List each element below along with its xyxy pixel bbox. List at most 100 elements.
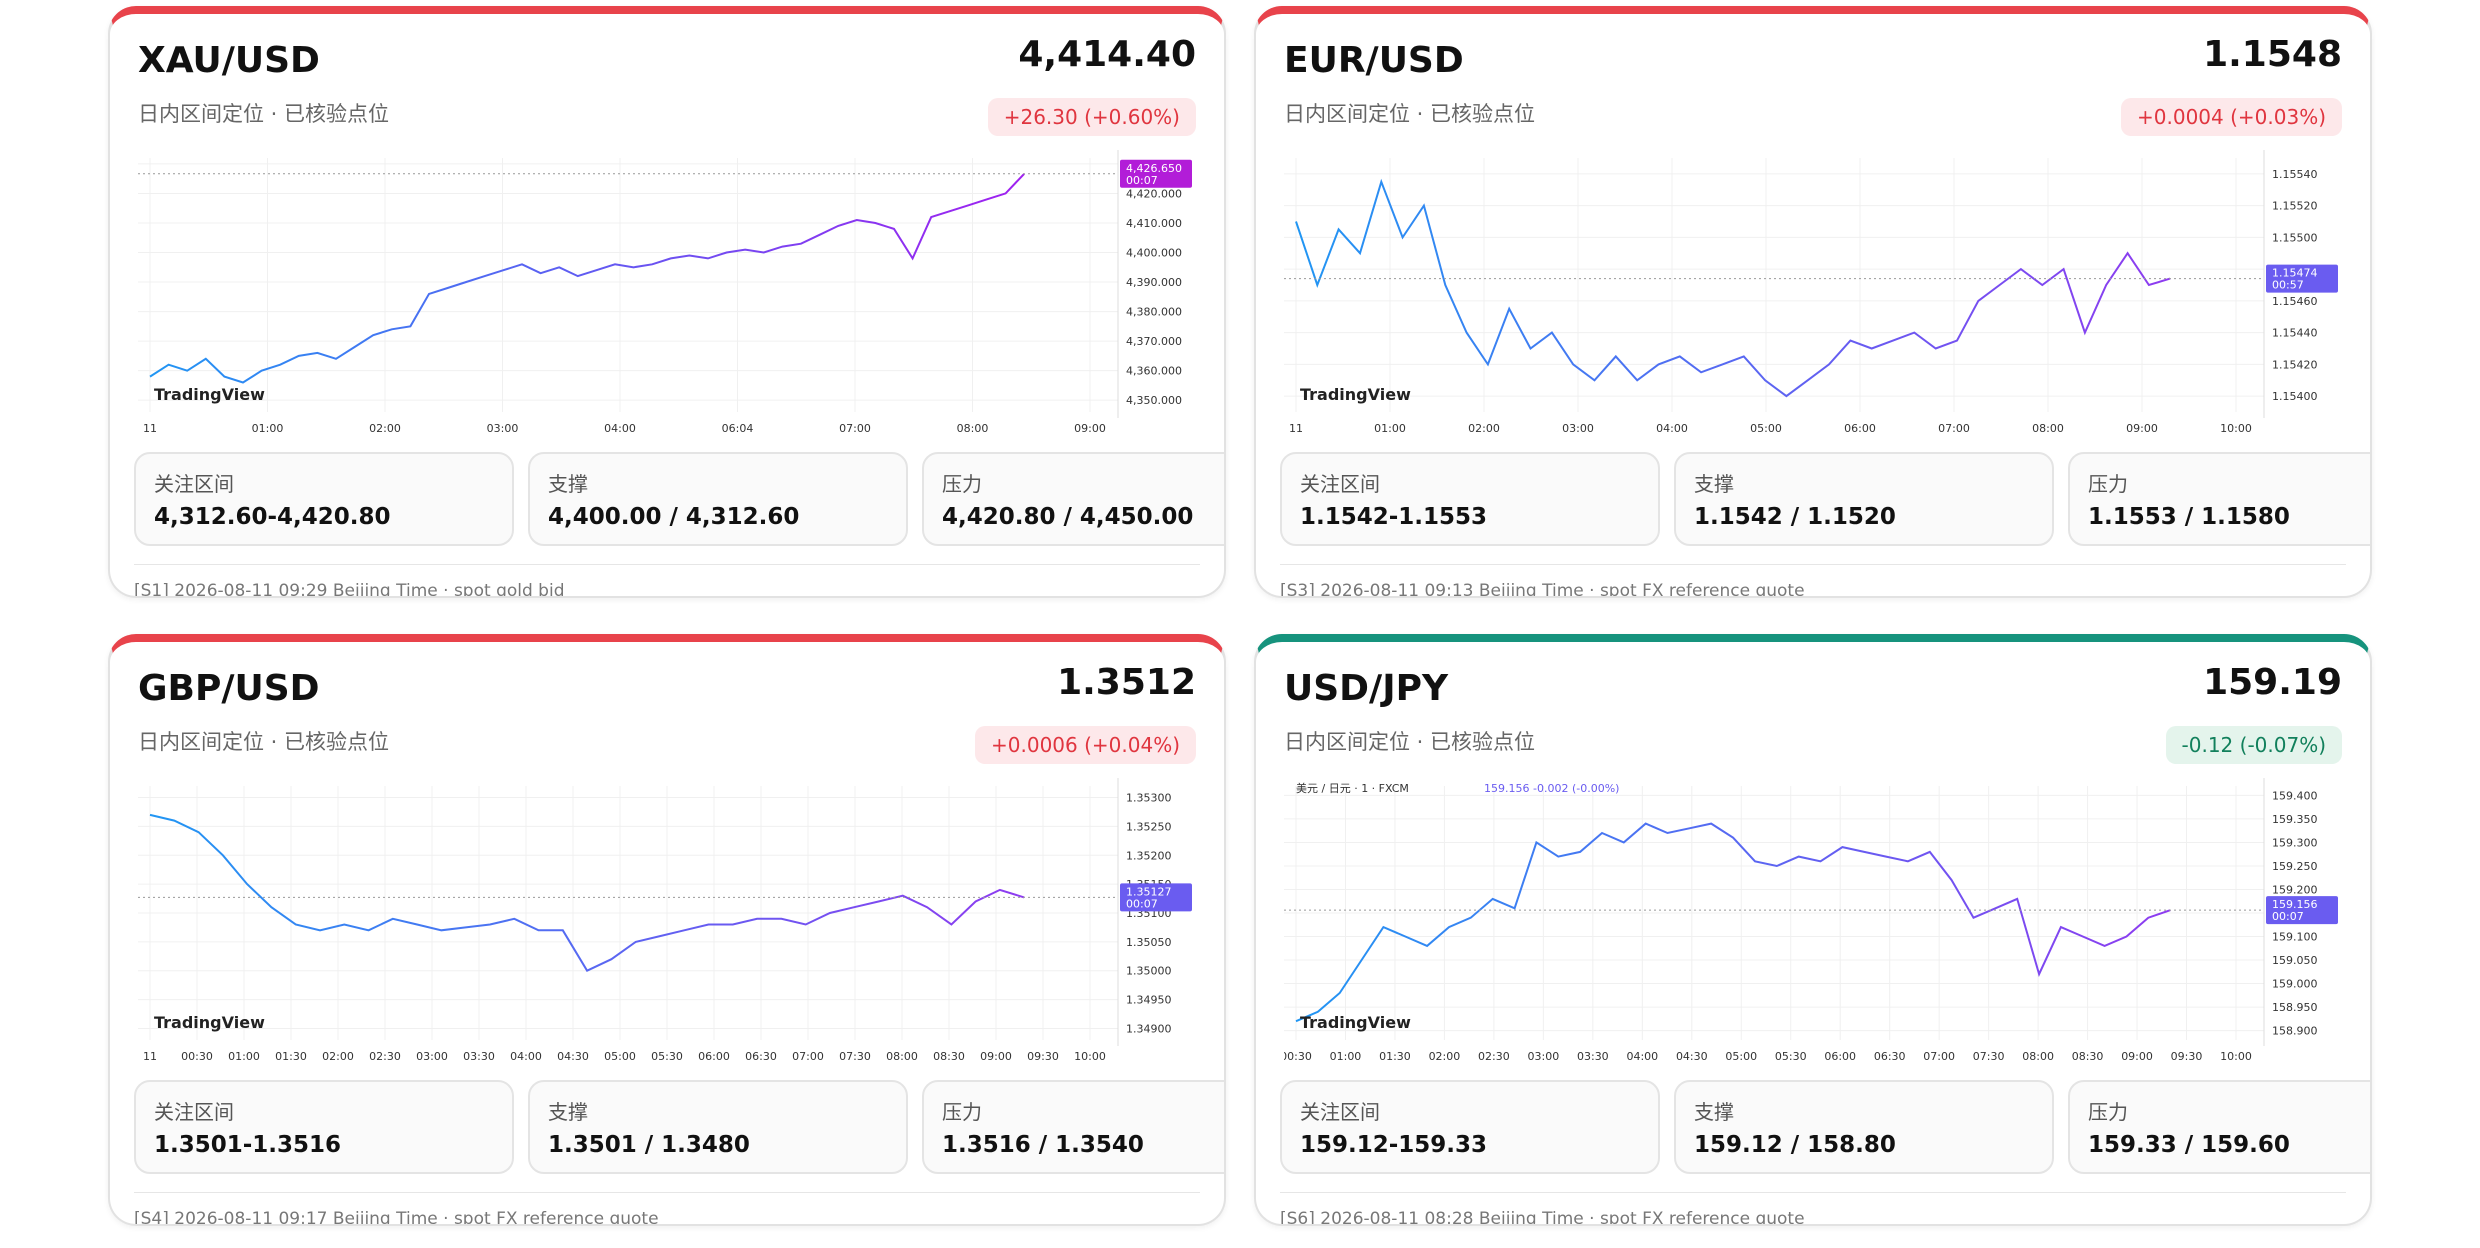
x-tick-label: 03:30 (463, 1050, 495, 1063)
x-tick-label: 01:00 (228, 1050, 260, 1063)
y-tick-label: 1.15540 (2272, 168, 2318, 181)
price-label-bg (2266, 264, 2338, 293)
price-label: 00:07 (2272, 910, 2304, 923)
symbol: XAU/USD (138, 40, 320, 81)
level-label: 关注区间 (154, 1100, 234, 1124)
y-tick-label: 1.35200 (1126, 849, 1172, 862)
x-tick-label: 06:00 (1824, 1050, 1856, 1063)
level-box: 压力 4,420.80 / 4,450.00 (922, 452, 1224, 546)
y-tick-label: 1.34950 (1126, 994, 1172, 1007)
price-chart: 11 01:00 02:00 03:00 04:00 06:04 07:00 08:00 09:… (138, 150, 1192, 435)
symbol: EUR/USD (1284, 40, 1464, 81)
x-tick-label: 10:00 (1074, 1050, 1106, 1063)
y-tick-label: 1.15440 (2272, 327, 2318, 340)
x-tick-label: 01:00 (1330, 1050, 1362, 1063)
level-box: 支撑 4,400.00 / 4,312.60 (528, 452, 908, 546)
x-tick-label: 04:00 (1626, 1050, 1658, 1063)
subtitle: 日内区间定位 · 已核验点位 (1284, 102, 1536, 126)
x-tick-label: 08:30 (2072, 1050, 2104, 1063)
x-tick-label: 06:00 (1844, 422, 1876, 435)
x-tick-label: 08:00 (957, 422, 989, 435)
x-tick-label: 06:30 (745, 1050, 777, 1063)
x-tick-label: 09:00 (980, 1050, 1012, 1063)
x-tick-label: 10:00 (2220, 422, 2252, 435)
price-chart: 11 00:30 01:00 01:30 02:00 02:30 03:00 03:30 04:… (138, 778, 1192, 1063)
x-tick-label: 00:30 (181, 1050, 213, 1063)
x-tick-label: 02:30 (1478, 1050, 1510, 1063)
subtitle: 日内区间定位 · 已核验点位 (1284, 730, 1536, 754)
y-tick-label: 4,410.000 (1126, 217, 1182, 230)
level-label: 关注区间 (154, 472, 234, 496)
symbol: GBP/USD (138, 668, 320, 709)
price: 159.19 (2203, 662, 2342, 703)
x-tick-label: 01:30 (1379, 1050, 1411, 1063)
x-tick-label: 07:00 (1938, 422, 1970, 435)
price: 1.3512 (1057, 662, 1196, 703)
y-tick-label: 159.300 (2272, 836, 2318, 849)
price-label-bg (1120, 159, 1192, 188)
level-value: 1.3501-1.3516 (154, 1132, 342, 1158)
x-tick-label: 11 (1289, 422, 1303, 435)
price-label: 1.15474 (2272, 267, 2318, 280)
level-box: 支撑 1.1542 / 1.1520 (1674, 452, 2054, 546)
price-label: 1.35127 (1126, 885, 1172, 898)
level-value: 1.3516 / 1.3540 (942, 1132, 1144, 1158)
x-tick-label: 07:30 (839, 1050, 871, 1063)
x-tick-label: 07:30 (1973, 1050, 2005, 1063)
footer: [S1] 2026-08-11 09:29 Beijing Time · spo… (134, 564, 1200, 596)
y-tick-label: 1.15500 (2272, 231, 2318, 244)
chart-legend: 159.156 -0.002 (-0.00%) (1484, 782, 1619, 795)
x-tick-label: 10:00 (2220, 1050, 2252, 1063)
footer: [S6] 2026-08-11 08:28 Beijing Time · spo… (1280, 1192, 2346, 1224)
x-tick-label: 05:00 (604, 1050, 636, 1063)
level-box: 关注区间 1.1542-1.1553 (1280, 452, 1660, 546)
y-tick-label: 1.15420 (2272, 358, 2318, 371)
y-tick-label: 159.400 (2272, 789, 2318, 802)
change-badge: +0.0004 (+0.03%) (2121, 98, 2342, 136)
x-tick-label: 11 (143, 422, 157, 435)
level-box: 关注区间 4,312.60-4,420.80 (134, 452, 514, 546)
x-tick-label: 05:00 (1725, 1050, 1757, 1063)
subtitle: 日内区间定位 · 已核验点位 (138, 730, 390, 754)
y-tick-label: 4,350.000 (1126, 394, 1182, 407)
price-line (1295, 178, 2171, 398)
x-tick-label: 01:00 (1374, 422, 1406, 435)
price-line (149, 173, 1025, 384)
x-tick-label: 09:00 (2121, 1050, 2153, 1063)
x-tick-label: 08:00 (886, 1050, 918, 1063)
x-tick-label: 03:30 (1577, 1050, 1609, 1063)
footer: [S4] 2026-08-11 09:17 Beijing Time · spo… (134, 1192, 1200, 1224)
level-value: 1.1542 / 1.1520 (1694, 504, 1896, 530)
y-tick-label: 158.950 (2272, 1001, 2318, 1014)
y-tick-label: 4,370.000 (1126, 335, 1182, 348)
x-tick-label: 00:30 (1284, 1050, 1312, 1063)
level-label: 支撑 (548, 472, 588, 496)
x-tick-label: 04:00 (604, 422, 636, 435)
x-tick-label: 07:00 (839, 422, 871, 435)
level-value: 1.1553 / 1.1580 (2088, 504, 2290, 530)
x-tick-label: 09:00 (2126, 422, 2158, 435)
x-tick-label: 02:00 (1429, 1050, 1461, 1063)
y-tick-label: 159.050 (2272, 954, 2318, 967)
y-tick-label: 4,380.000 (1126, 306, 1182, 319)
watermark: TradingView (154, 385, 265, 404)
y-tick-label: 1.35050 (1126, 936, 1172, 949)
level-label: 压力 (2088, 472, 2128, 496)
x-tick-label: 02:30 (369, 1050, 401, 1063)
x-tick-label: 09:30 (2171, 1050, 2203, 1063)
y-tick-label: 4,400.000 (1126, 247, 1182, 260)
x-tick-label: 03:00 (1528, 1050, 1560, 1063)
footer: [S3] 2026-08-11 09:13 Beijing Time · spo… (1280, 564, 2346, 596)
x-tick-label: 05:30 (651, 1050, 683, 1063)
level-value: 4,400.00 / 4,312.60 (548, 504, 800, 530)
change-badge: +26.30 (+0.60%) (987, 98, 1196, 136)
level-label: 关注区间 (1300, 472, 1380, 496)
price-label-bg (1120, 883, 1192, 912)
level-value: 159.12-159.33 (1300, 1132, 1488, 1158)
x-tick-label: 04:30 (1676, 1050, 1708, 1063)
watermark: TradingView (1300, 1013, 1411, 1032)
symbol: USD/JPY (1284, 668, 1449, 709)
y-tick-label: 159.200 (2272, 883, 2318, 896)
price-label: 00:07 (1126, 897, 1158, 910)
